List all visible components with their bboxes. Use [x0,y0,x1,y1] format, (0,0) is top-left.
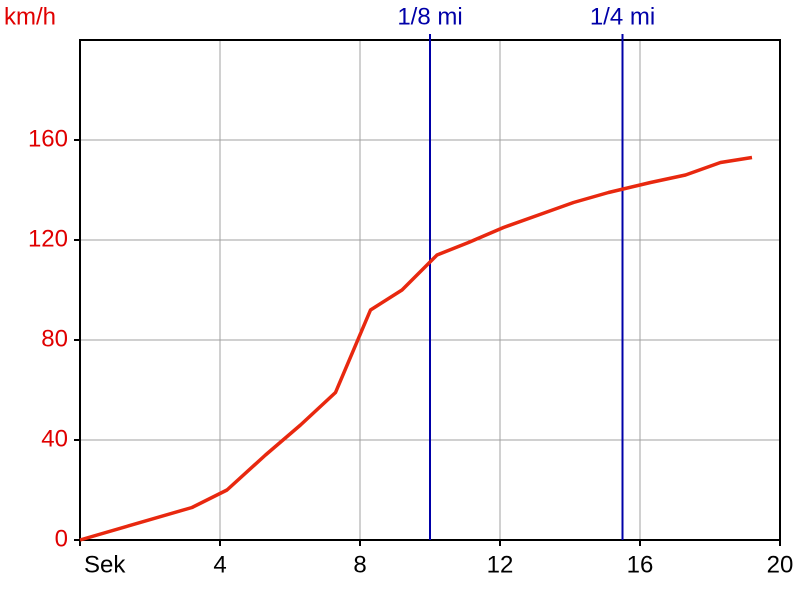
x-tick-label: 16 [627,551,654,578]
y-tick-label: 160 [28,125,68,152]
marker-label: 1/4 mi [590,3,655,30]
data-line [79,155,753,542]
y-axis-label: km/h [4,3,56,30]
x-tick-label: 12 [487,551,514,578]
x-tick-label: 20 [767,551,794,578]
marker-label: 1/8 mi [397,3,462,30]
x-tick-label: 4 [213,551,226,578]
y-tick-label: 80 [41,325,68,352]
y-tick-label: 40 [41,425,68,452]
y-tick-label: 120 [28,225,68,252]
x-tick-label: 8 [353,551,366,578]
y-tick-label: 0 [55,525,68,552]
x-tick-label: Sek [84,551,126,578]
